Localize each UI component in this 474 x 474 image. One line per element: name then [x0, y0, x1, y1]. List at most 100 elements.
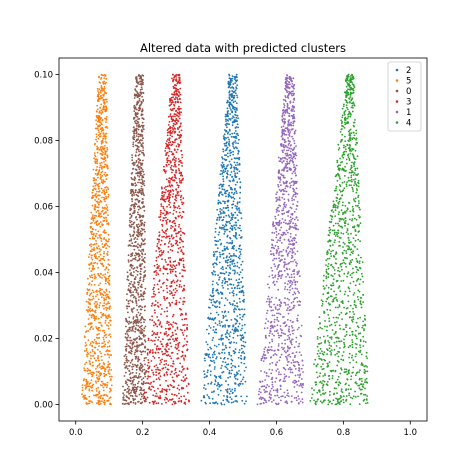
scatter-point: [167, 180, 170, 182]
scatter-point: [137, 213, 140, 216]
scatter-point: [288, 81, 291, 84]
scatter-point: [170, 365, 172, 367]
scatter-point: [93, 284, 96, 286]
scatter-point: [163, 374, 166, 377]
scatter-point: [98, 148, 101, 151]
scatter-point: [216, 250, 219, 253]
scatter-point: [95, 306, 98, 309]
scatter-point: [104, 152, 107, 155]
scatter-point: [140, 182, 143, 185]
scatter-point: [237, 356, 240, 359]
scatter-point: [174, 287, 177, 290]
scatter-point: [164, 268, 167, 271]
scatter-point: [226, 400, 229, 402]
scatter-point: [278, 223, 281, 225]
scatter-point: [97, 90, 99, 92]
scatter-point: [144, 382, 147, 385]
scatter-point: [166, 161, 169, 164]
scatter-point: [90, 243, 92, 246]
scatter-point: [142, 98, 145, 101]
scatter-point: [100, 157, 103, 159]
scatter-point: [214, 322, 217, 324]
scatter-point: [283, 169, 285, 172]
scatter-point: [103, 147, 106, 150]
scatter-point: [143, 256, 146, 259]
scatter-point: [177, 91, 180, 93]
scatter-point: [85, 300, 88, 303]
scatter-point: [169, 248, 172, 251]
scatter-point: [174, 267, 177, 269]
scatter-point: [169, 265, 172, 267]
scatter-point: [138, 176, 141, 178]
scatter-point: [174, 291, 177, 294]
scatter-point: [213, 262, 216, 264]
scatter-point: [133, 221, 136, 224]
scatter-point: [283, 391, 286, 394]
scatter-point: [160, 203, 163, 206]
scatter-point: [226, 189, 229, 192]
scatter-point: [136, 231, 139, 233]
scatter-point: [228, 215, 231, 218]
scatter-point: [233, 96, 236, 99]
scatter-point: [134, 106, 137, 109]
scatter-point: [98, 326, 101, 329]
scatter-point: [108, 291, 111, 293]
scatter-point: [101, 359, 103, 361]
scatter-point: [234, 140, 237, 142]
scatter-point: [137, 357, 140, 360]
scatter-point: [142, 149, 145, 152]
scatter-point: [230, 136, 233, 138]
scatter-point: [123, 389, 126, 391]
scatter-point: [135, 76, 137, 78]
scatter-point: [181, 251, 184, 254]
scatter-point: [162, 205, 165, 208]
scatter-point: [108, 302, 110, 305]
scatter-point: [127, 323, 130, 325]
scatter-point: [229, 174, 232, 176]
scatter-point: [227, 101, 229, 103]
scatter-point: [172, 78, 175, 81]
scatter-point: [100, 187, 103, 190]
scatter-point: [165, 145, 168, 148]
scatter-point: [220, 212, 222, 215]
scatter-point: [224, 297, 227, 300]
scatter-point: [225, 159, 228, 161]
scatter-point: [167, 245, 170, 248]
scatter-point: [241, 378, 244, 381]
scatter-point: [95, 374, 98, 376]
scatter-point: [162, 251, 165, 254]
scatter-point: [293, 198, 295, 201]
scatter-point: [222, 212, 224, 215]
scatter-point: [138, 159, 141, 162]
scatter-point: [288, 330, 291, 333]
scatter-point: [102, 216, 105, 219]
scatter-point: [133, 248, 136, 251]
scatter-point: [95, 196, 98, 199]
scatter-point: [232, 115, 234, 118]
scatter-point: [297, 374, 299, 376]
scatter-point: [241, 324, 244, 327]
scatter-point: [208, 397, 211, 400]
scatter-point: [178, 397, 181, 400]
scatter-point: [89, 328, 91, 331]
scatter-point: [183, 318, 186, 321]
scatter-point: [135, 314, 138, 316]
scatter-point: [290, 121, 292, 124]
scatter-point: [178, 262, 181, 265]
scatter-point: [97, 100, 100, 103]
scatter-point: [137, 166, 140, 169]
scatter-point: [229, 133, 232, 136]
scatter-point: [177, 344, 180, 346]
scatter-point: [224, 190, 227, 193]
scatter-point: [210, 347, 213, 350]
scatter-point: [175, 280, 178, 283]
scatter-point: [103, 212, 106, 214]
scatter-point: [234, 236, 237, 239]
scatter-point: [284, 187, 287, 190]
scatter-point: [92, 228, 95, 231]
scatter-point: [90, 309, 93, 312]
scatter-point: [96, 301, 98, 303]
scatter-point: [234, 221, 237, 224]
scatter-point: [131, 301, 134, 304]
scatter-point: [212, 337, 215, 339]
